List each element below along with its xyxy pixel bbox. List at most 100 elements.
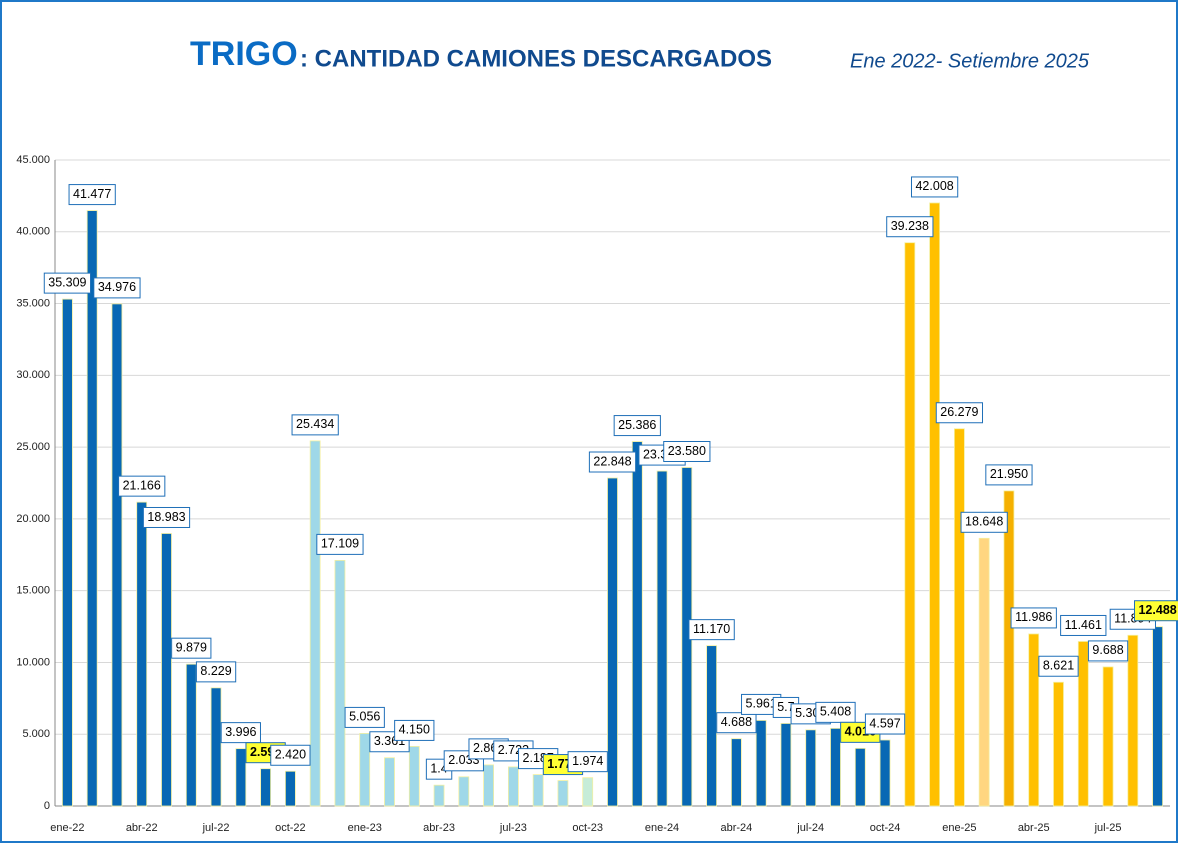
chart-subtitle: Ene 2022- Setiembre 2025	[850, 50, 1090, 72]
bar	[978, 537, 990, 807]
x-tick-label: oct-23	[572, 822, 603, 834]
x-tick-label: oct-24	[870, 822, 901, 834]
bar	[334, 559, 346, 807]
value-label-box	[344, 706, 385, 728]
y-tick-label: 30.000	[16, 369, 50, 381]
bar	[185, 663, 197, 807]
value-label: 23.580	[668, 444, 706, 458]
bar	[755, 720, 767, 807]
bar	[359, 733, 371, 807]
value-label-box	[567, 751, 608, 773]
value-label: 8.229	[200, 664, 231, 678]
y-tick-label: 40.000	[16, 226, 50, 238]
bar	[879, 739, 891, 807]
value-label: 5.7	[777, 700, 794, 714]
value-label: 11.461	[1065, 618, 1102, 632]
value-label: 22.848	[593, 454, 631, 468]
bar	[656, 470, 668, 807]
value-label-box	[1087, 640, 1129, 662]
value-label: 18.983	[147, 510, 185, 524]
value-label-box	[43, 272, 92, 294]
value-label: 1.974	[572, 754, 603, 768]
y-tick-label: 5.000	[22, 728, 50, 740]
value-label-box	[588, 451, 637, 473]
bar	[706, 645, 718, 807]
value-label-box	[291, 414, 339, 436]
bar	[61, 298, 73, 807]
y-tick-label: 25.000	[16, 441, 50, 453]
bar	[854, 747, 866, 807]
value-label-box	[688, 619, 735, 641]
y-tick-label: 20.000	[16, 513, 50, 525]
value-label-box	[142, 506, 191, 528]
value-label-box	[68, 184, 116, 206]
bar	[210, 687, 222, 807]
bar	[284, 770, 296, 807]
bar	[1127, 634, 1139, 807]
bar	[384, 757, 395, 807]
value-label: 1.4	[430, 761, 447, 775]
value-label: 11.170	[693, 622, 730, 636]
value-label: 25.434	[296, 417, 334, 431]
value-label: 21.950	[990, 467, 1028, 481]
value-label: 5.408	[820, 705, 851, 719]
value-label: 8.621	[1043, 659, 1074, 673]
value-label-box	[1060, 614, 1107, 636]
bar	[1028, 633, 1040, 807]
value-label: 18.648	[965, 515, 1003, 529]
bar	[433, 784, 445, 807]
x-tick-label: abr-24	[720, 822, 752, 834]
bar	[830, 727, 841, 807]
value-label: 4.597	[869, 716, 900, 730]
bar	[1053, 681, 1064, 807]
value-label-box	[1133, 600, 1178, 622]
x-tick-label: abr-22	[126, 822, 158, 834]
y-tick-label: 0	[44, 800, 50, 812]
value-label: 4.688	[721, 715, 752, 729]
value-label: 5.961	[746, 697, 777, 711]
value-label: 5.056	[349, 710, 380, 724]
x-tick-label: ene-24	[645, 822, 679, 834]
y-tick-label: 45.000	[16, 154, 50, 166]
value-label-box	[171, 637, 212, 659]
value-label-box	[960, 511, 1008, 533]
bar	[557, 780, 569, 807]
value-label: 9.688	[1092, 643, 1123, 657]
bar	[483, 764, 495, 807]
value-label: 21.166	[123, 478, 161, 492]
bar	[309, 440, 321, 807]
bar	[582, 777, 594, 807]
value-label-box	[935, 402, 984, 424]
value-label-box	[316, 533, 364, 555]
bar	[507, 766, 519, 807]
bar	[730, 738, 742, 807]
x-tick-label: ene-23	[348, 822, 382, 834]
value-label: 39.238	[891, 219, 929, 233]
x-tick-label: ene-25	[942, 822, 976, 834]
value-label-box	[910, 176, 959, 198]
value-label: 25.386	[618, 418, 656, 432]
x-tick-label: jul-25	[1094, 822, 1122, 834]
value-label-box	[195, 661, 237, 683]
value-label-box	[716, 712, 757, 734]
bar	[1102, 666, 1114, 807]
value-label: 41.477	[73, 187, 111, 201]
x-tick-label: abr-25	[1018, 822, 1050, 834]
value-label-box	[886, 216, 934, 238]
value-label-box	[864, 713, 906, 735]
y-tick-label: 35.000	[16, 297, 50, 309]
bar	[953, 428, 965, 807]
bar	[780, 723, 792, 807]
x-tick-label: ene-22	[50, 822, 84, 834]
y-tick-label: 10.000	[16, 656, 50, 668]
bar	[607, 477, 618, 807]
x-tick-label: jul-24	[796, 822, 824, 834]
bar	[1152, 626, 1164, 807]
value-label: 12.488	[1138, 603, 1176, 617]
chart-title-rest: : CANTIDAD CAMIONES DESCARGADOS	[300, 45, 772, 72]
bar	[458, 776, 470, 807]
value-label-box	[1038, 655, 1079, 677]
value-label-box	[985, 464, 1033, 486]
bar	[1003, 490, 1015, 807]
